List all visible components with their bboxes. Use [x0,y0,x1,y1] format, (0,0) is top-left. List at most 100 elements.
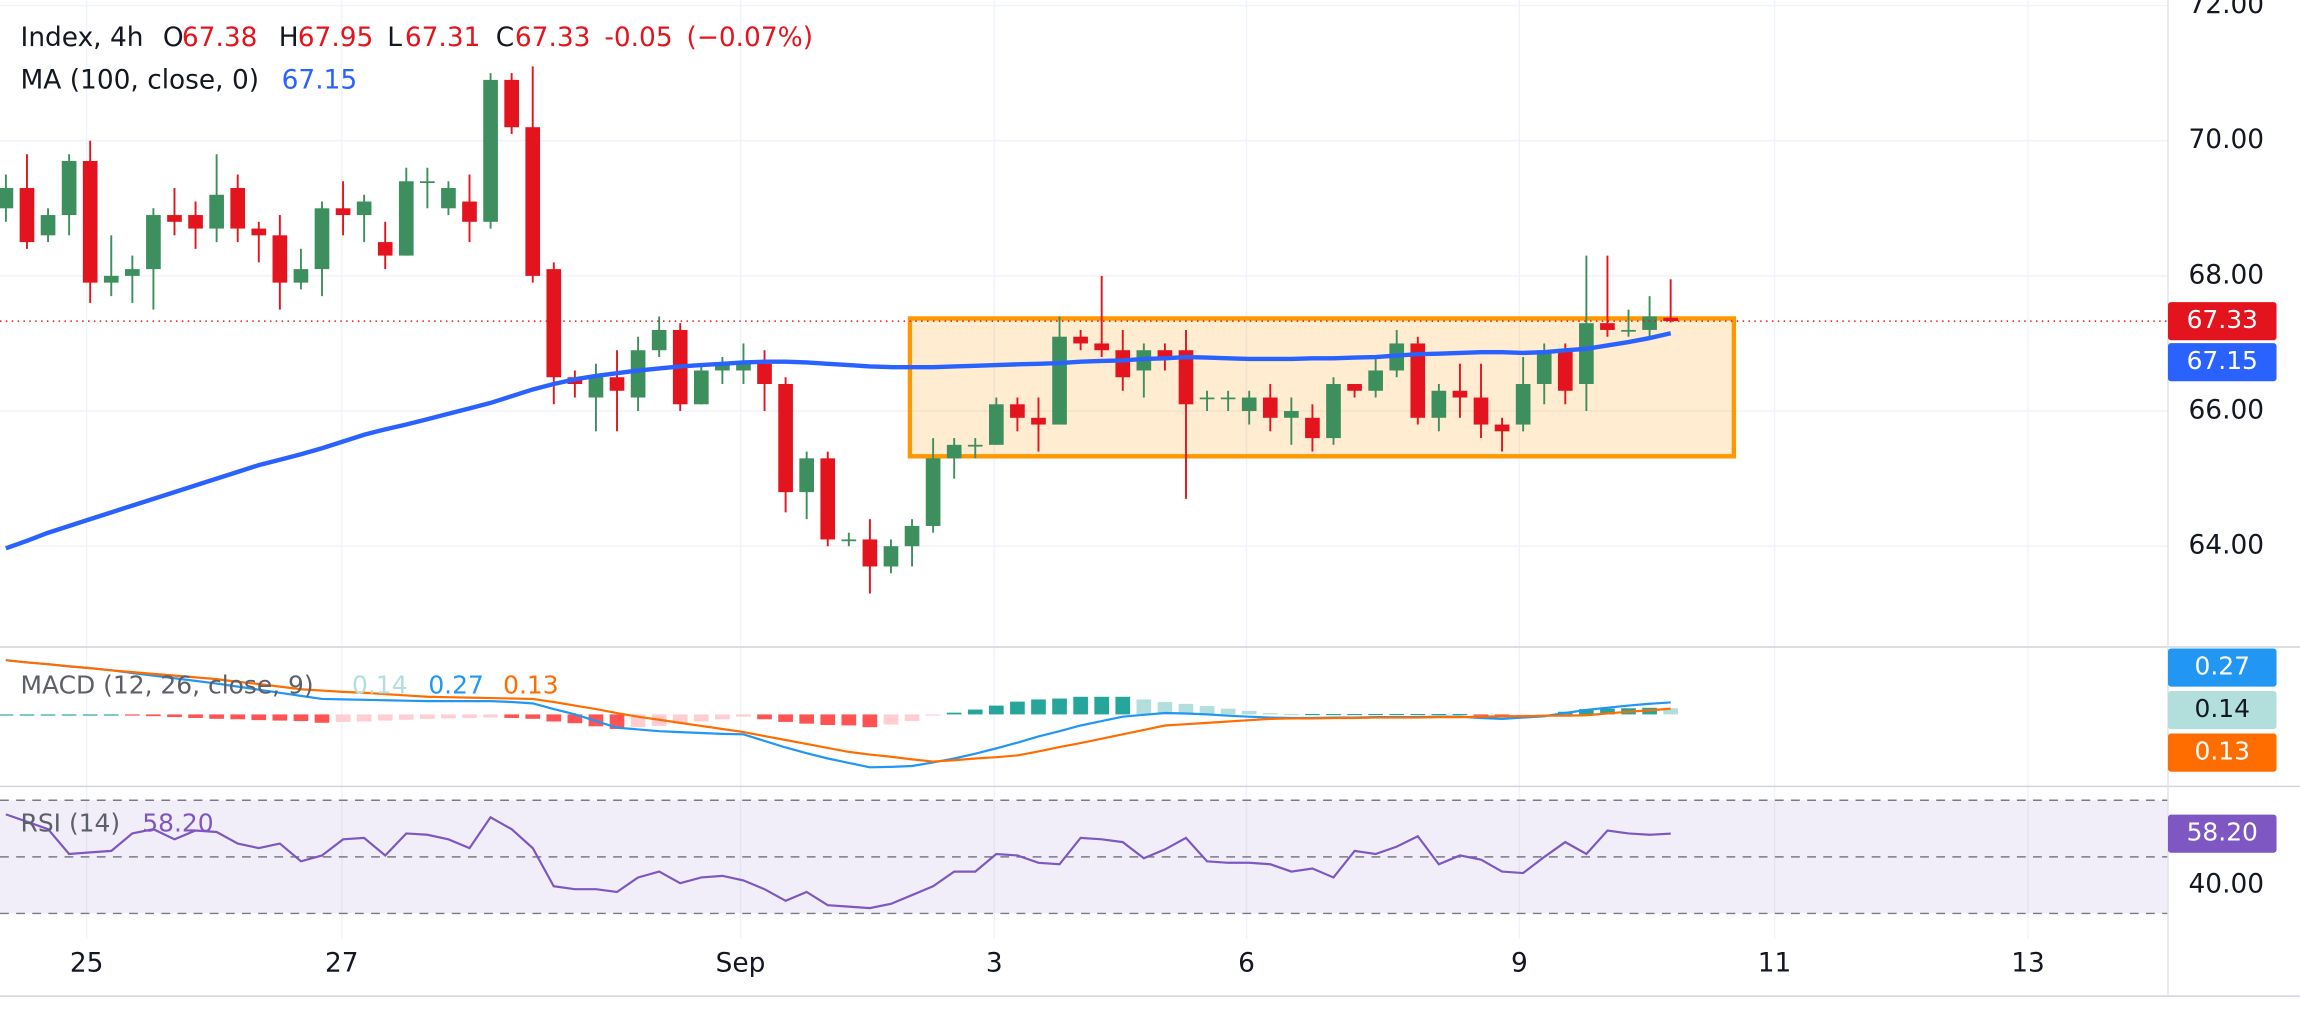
histogram-bar [1515,714,1531,716]
candle-body [272,235,288,283]
ma-line [5,331,1672,551]
histogram-bar [904,714,920,722]
candle-body [504,79,519,128]
histogram-bar [82,714,98,716]
candle-body [693,370,709,405]
candle-body [757,363,772,385]
y-tick-label: 40.00 [2189,869,2265,900]
x-tick-label: 6 [1238,947,1255,978]
candle-body [251,228,267,236]
histogram-bar [967,709,983,715]
y-tick-label: 64.00 [2189,530,2265,561]
candle-body [820,458,836,540]
candle-body [146,215,161,270]
histogram-bar [420,714,435,719]
candle-body [441,188,456,209]
symbol: Index, 4h [21,22,144,53]
candle-body [167,215,182,222]
macd-legend-value: 0.13 [503,671,559,700]
candle-body [1452,390,1468,398]
histogram-bar [1178,703,1194,715]
ohlc-value: 67.33 [515,22,591,53]
histogram-bar [103,714,119,716]
candle-body [904,525,920,547]
candle-body [1473,397,1489,425]
histogram-bar [462,714,477,718]
candle-body [651,329,667,351]
candle-body [1094,343,1110,351]
ohlc-prefix: L [387,22,402,53]
histogram-bar [251,714,267,721]
signal-value-label: 0.13 [2195,737,2251,766]
x-tick-label: 11 [1758,947,1792,978]
histogram-bar [293,714,309,722]
change-pct: (−0.07%) [686,22,813,53]
candle-body [103,275,119,283]
ohlc-prefix: C [496,22,514,53]
candle-body [546,269,562,378]
candle-body [1347,384,1362,391]
histogram-bar [715,714,730,720]
candle-body [1557,350,1573,391]
candle-body [1305,417,1320,439]
histogram-bar [61,714,77,716]
rsi-value-label-bg [2167,814,2277,853]
histogram-bar [862,714,878,728]
histogram-bar [1600,708,1615,715]
histogram-bar [40,714,56,716]
histogram-bar [441,714,456,719]
histogram-bar [1220,708,1236,715]
candle-body [1663,317,1678,322]
histogram-bar [398,714,414,720]
x-tick-label: 13 [2011,947,2045,978]
histogram-bar [1094,696,1110,715]
candle-body [883,546,899,567]
rsi-legend-value: 58.20 [142,809,213,838]
histogram-bar [1326,713,1341,716]
ohlc-prefix: O [163,22,184,53]
grid [0,0,2168,939]
histogram-bar [1073,696,1088,715]
candle-body [588,377,604,398]
candle-body [1642,316,1657,330]
histogram-bar [946,712,962,715]
candle-body [314,208,330,270]
candle-body [1031,417,1046,425]
histogram-bar [19,714,35,716]
histogram-bar [1410,713,1426,716]
y-tick-label: 72.00 [2189,0,2265,20]
histogram-bar [799,714,815,724]
candle-body [630,350,646,398]
histogram-bar [1262,713,1278,715]
y-tick-label: 66.00 [2189,395,2265,426]
change: -0.05 [604,22,672,53]
macd-value-label-bg [2167,648,2277,687]
candle-body [1220,397,1236,400]
histogram-bar [230,714,246,720]
x-tick-label: 27 [325,947,359,978]
macd-legend-value: 0.14 [352,671,408,700]
histogram-bar [1431,713,1447,716]
histogram-bar [1347,713,1362,716]
x-tick-label: 25 [70,947,104,978]
histogram-bar [1052,698,1067,715]
histogram-bar [1452,713,1468,716]
candle-body [1115,350,1131,378]
labels: Index, 4h O 67.38 H 67.95 L 67.31 C 67.3… [21,0,2277,978]
candle-body [1579,323,1594,385]
candle-body [1157,350,1173,357]
ohlc-prefix: H [279,22,299,53]
candle-body [356,201,372,216]
candle-body [715,363,730,371]
candle-body [1073,336,1088,344]
candle-body [483,79,498,222]
candle-body [420,181,435,184]
last-price-label-bg [2167,302,2277,341]
candle-body [799,458,815,493]
candle-body [1600,323,1615,330]
histogram-bar [1136,699,1152,715]
y-tick-label: 68.00 [2189,259,2265,290]
histogram-bar [167,714,182,718]
